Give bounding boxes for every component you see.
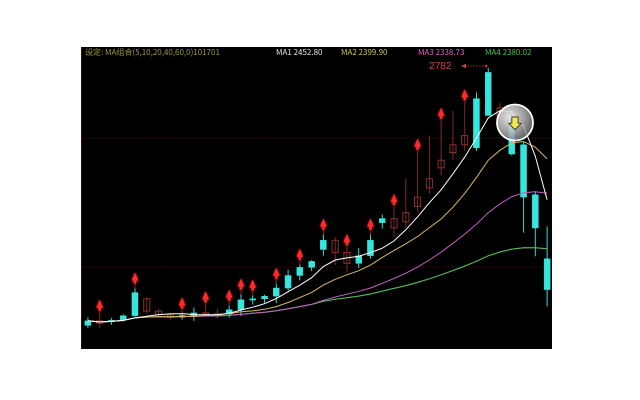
svg-text:2782: 2782: [429, 61, 452, 72]
